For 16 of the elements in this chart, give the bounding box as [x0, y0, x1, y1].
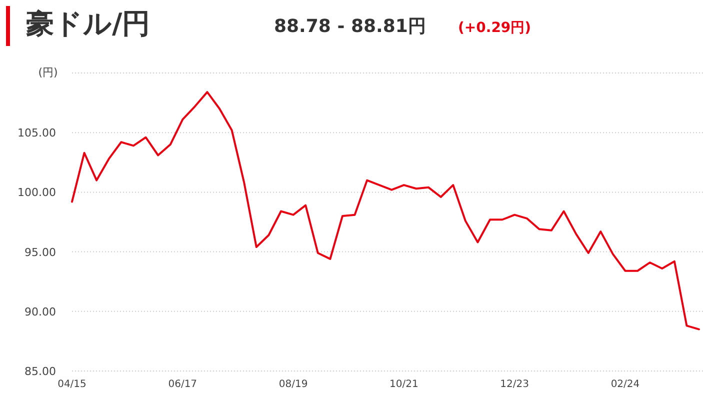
x-tick-label: 04/15	[58, 379, 86, 390]
line-series	[71, 91, 700, 330]
y-tick-label: 90.00	[24, 305, 56, 318]
y-axis-title: (円)	[38, 66, 58, 79]
x-tick-label: 12/23	[500, 379, 529, 390]
x-tick-label: 02/24	[610, 379, 640, 390]
y-tick-label: 85.00	[24, 365, 56, 378]
x-tick-label: 08/19	[278, 379, 308, 390]
x-tick-label: 06/17	[168, 379, 198, 390]
y-tick-label: 100.00	[18, 186, 56, 200]
y-tick-label: 105.00	[18, 126, 56, 140]
y-tick-label: 95.00	[24, 246, 56, 259]
chart-subtitle: 88.78 - 88.81円	[274, 16, 426, 37]
chart-title: 豪ドル/円	[26, 7, 150, 40]
x-tick-label: 10/21	[390, 379, 418, 390]
text: (+0.29円)	[458, 20, 532, 36]
